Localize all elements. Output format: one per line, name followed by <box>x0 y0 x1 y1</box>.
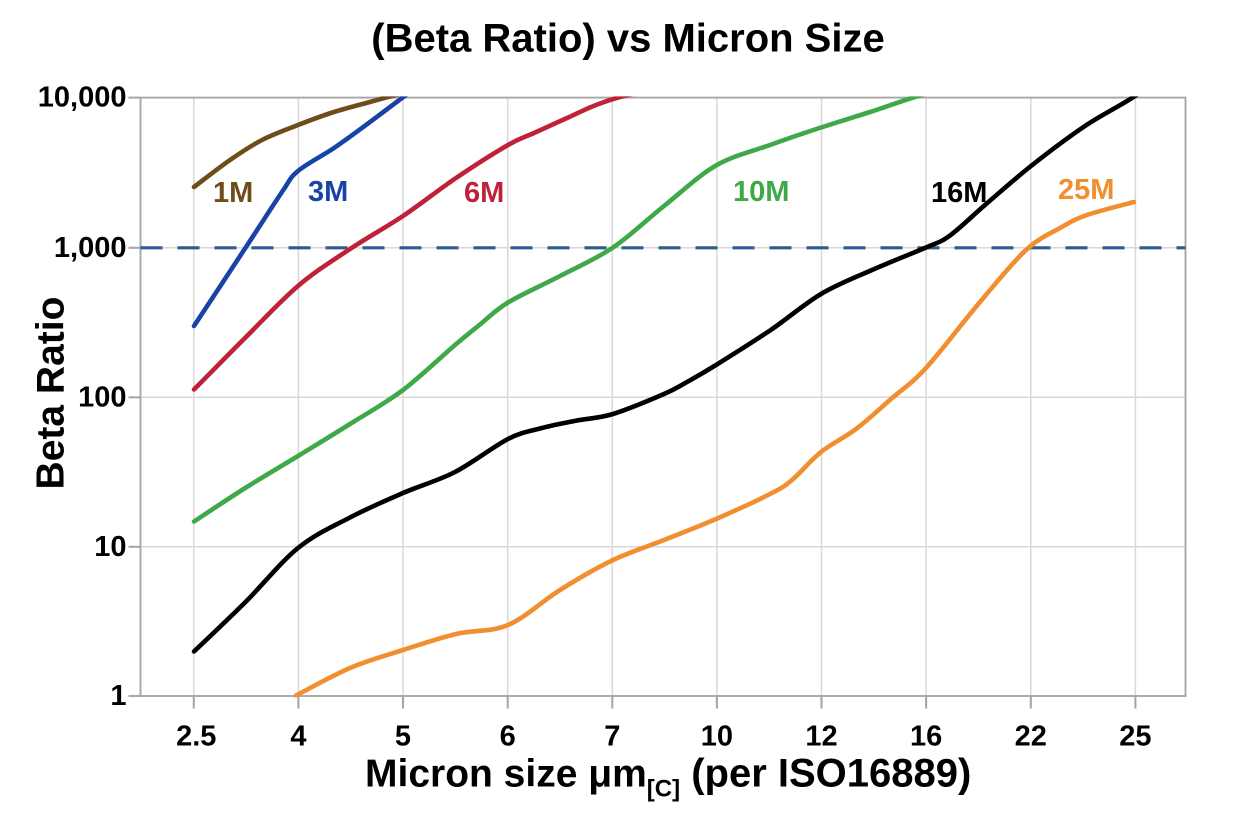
svg-text:10,000: 10,000 <box>38 82 127 114</box>
svg-text:16M: 16M <box>931 177 987 209</box>
svg-text:10: 10 <box>701 721 733 753</box>
svg-text:7: 7 <box>604 721 620 753</box>
svg-text:Beta Ratio: Beta Ratio <box>30 297 73 490</box>
svg-text:6: 6 <box>500 721 516 753</box>
svg-text:16: 16 <box>910 721 942 753</box>
svg-text:5: 5 <box>395 721 411 753</box>
svg-text:100: 100 <box>78 381 126 413</box>
svg-text:12: 12 <box>805 721 837 753</box>
svg-text:1: 1 <box>110 680 126 712</box>
svg-text:6M: 6M <box>464 177 504 209</box>
svg-text:1,000: 1,000 <box>54 232 127 264</box>
svg-text:(Beta Ratio) vs Micron Size: (Beta Ratio) vs Micron Size <box>371 17 884 61</box>
svg-text:Micron size μm[C] (per ISO1688: Micron size μm[C] (per ISO16889) <box>365 752 971 803</box>
svg-text:10M: 10M <box>733 176 789 208</box>
svg-text:25: 25 <box>1119 721 1151 753</box>
svg-text:4: 4 <box>290 721 306 753</box>
svg-text:10: 10 <box>94 531 126 563</box>
svg-text:1M: 1M <box>213 177 253 209</box>
svg-text:3M: 3M <box>308 176 348 208</box>
svg-text:25M: 25M <box>1058 174 1114 206</box>
svg-text:2.5: 2.5 <box>176 721 216 753</box>
svg-text:22: 22 <box>1015 721 1047 753</box>
